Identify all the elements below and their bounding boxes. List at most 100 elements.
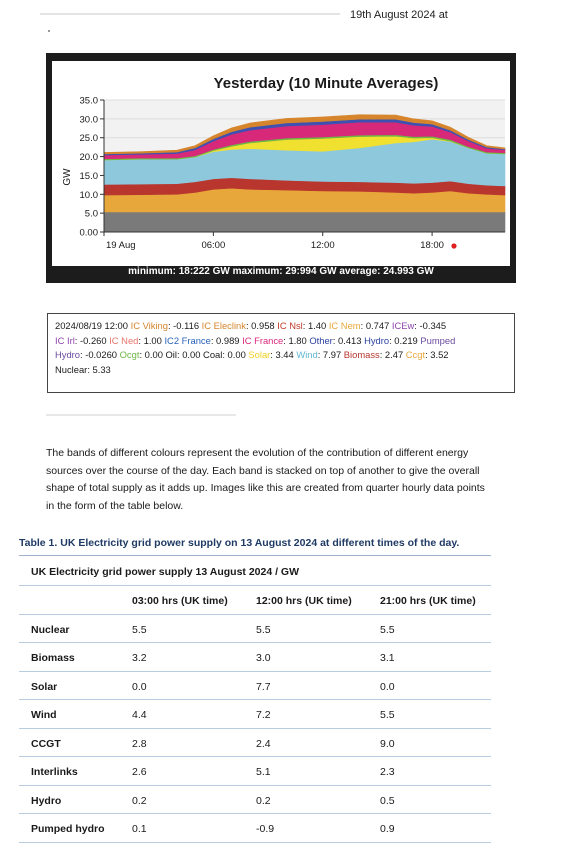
live-value-token: Hydro (55, 349, 81, 361)
table-row: Solar 0.0 7.7 0.0 (19, 672, 491, 700)
table-header-row: 03:00 hrs (UK time) 12:00 hrs (UK time) … (19, 586, 491, 615)
live-value-token: Ocgt (119, 349, 140, 361)
live-value-token: : 0.00 (139, 349, 166, 361)
x-tick-label: 06:00 (201, 240, 225, 251)
live-value-token: IC Irl (55, 334, 75, 346)
live-value-token: Coal (203, 349, 223, 361)
live-value-token: IC2 France (164, 334, 211, 346)
table-cell: 5.5 (256, 623, 271, 636)
live-value-token: : -0.116 (167, 320, 202, 331)
table-row: Pumped hydro 0.1 -0.9 0.9 (19, 814, 491, 843)
row-label: Nuclear (31, 623, 70, 636)
live-value-token: IC Ned (109, 334, 139, 346)
live-value-token: : 0.413 (332, 334, 365, 346)
live-values-line: 2024/08/19 12:00 IC Viking: -0.116 IC El… (55, 319, 507, 334)
live-value-token: Nuclear (55, 363, 88, 375)
table-cell: 3.2 (132, 652, 147, 664)
table-cell: 4.4 (132, 709, 147, 721)
live-values-line: Nuclear: 5.33 (55, 363, 507, 378)
live-value-token: Pumped (420, 334, 456, 346)
table-cell: 0.0 (132, 680, 147, 693)
live-value-token: : 1.40 (302, 320, 329, 331)
row-label: Hydro (31, 794, 62, 807)
live-value-token: IC Eleclink (201, 320, 246, 331)
live-value-token: : 1.00 (138, 334, 165, 346)
live-value-token: Solar (248, 349, 271, 361)
live-value-token: IC Nem (328, 320, 361, 331)
chart-title: Yesterday (10 Minute Averages) (214, 75, 439, 92)
table-divider (19, 555, 491, 556)
live-value-token: : 0.958 (245, 320, 278, 331)
faint-mark (48, 30, 50, 32)
y-tick-label: 10.0 (80, 190, 99, 201)
y-tick-label: 5.0 (85, 209, 98, 220)
y-tick-label: 25.0 (80, 133, 99, 144)
live-value-token: : 5.33 (87, 363, 111, 375)
live-value-token: 2024/08/19 12:00 (55, 320, 131, 331)
table-row: CCGT 2.8 2.4 9.0 (19, 729, 491, 757)
table-cell: 0.9 (380, 823, 395, 835)
live-value-token: : 0.219 (389, 334, 421, 346)
live-value-token: Other (309, 334, 333, 346)
table-cell: 0.5 (380, 794, 395, 807)
table-cell: 3.0 (256, 652, 271, 664)
table-caption: Table 1. UK Electricity grid power suppl… (19, 537, 460, 549)
live-value-token: Ccgt (405, 349, 426, 361)
table-row: Interlinks 2.6 5.1 2.3 (19, 757, 491, 786)
table-cell: 0.0 (380, 680, 395, 693)
y-tick-label: 15.0 (80, 171, 99, 182)
table-cell: 0.1 (132, 823, 147, 835)
live-value-token: : -0.0260 (80, 349, 120, 361)
live-value-token: : 7.97 (317, 349, 344, 361)
table-cell: 2.4 (256, 737, 271, 750)
live-value-token: IC Nsl (277, 320, 303, 331)
table-row: Hydro 0.2 0.2 0.5 (19, 786, 491, 814)
column-header: 03:00 hrs (UK time) (132, 595, 228, 607)
live-value-token: Hydro (364, 334, 390, 346)
live-value-token: : -0.345 (414, 320, 447, 331)
header-date-fragment: 19th August 2024 at (350, 9, 448, 21)
table-cell: 2.3 (380, 766, 395, 778)
table-cell: 7.7 (256, 680, 271, 693)
faint-caption-text (46, 414, 236, 416)
supply-chart-panel: Yesterday (10 Minute Averages) GW 35.0 30… (46, 53, 516, 283)
supply-table: UK Electricity grid power supply 13 Augu… (19, 558, 491, 843)
table-cell: 0.2 (132, 794, 147, 807)
table-cell: 5.5 (132, 623, 147, 636)
row-label: Interlinks (31, 766, 78, 778)
row-label: Pumped hydro (31, 823, 105, 835)
live-value-token: Biomass (343, 349, 380, 361)
live-values-line: Hydro: -0.0260 Ocgt: 0.00 Oil: 0.00 Coal… (55, 348, 507, 363)
y-tick-label: 20.0 (80, 152, 99, 163)
live-value-token: IC Viking (130, 320, 168, 331)
table-cell: 5.5 (380, 709, 395, 721)
explanation-paragraph: The bands of different colours represent… (46, 447, 485, 512)
live-value-token: : 0.00 (222, 349, 249, 361)
live-value-token: : 0.989 (210, 334, 243, 346)
table-row: Wind 4.4 7.2 5.5 (19, 700, 491, 729)
row-label: Wind (31, 709, 57, 721)
x-tick-label: 18:00 (420, 240, 444, 251)
live-value-token: : 0.747 (360, 320, 392, 331)
x-tick-label: 12:00 (311, 240, 335, 251)
chart-footer-stats: minimum: 18:222 GW maximum: 29:994 GW av… (128, 266, 434, 277)
y-tick-label: 30.0 (80, 114, 99, 125)
live-value-token: Oil (165, 349, 177, 361)
chart-y-label: GW (62, 168, 73, 186)
table-title: UK Electricity grid power supply 13 Augu… (19, 558, 491, 586)
y-tick-label: 0.00 (80, 228, 99, 239)
row-label: CCGT (31, 737, 61, 750)
live-value-token: IC France (242, 334, 284, 346)
live-value-token: : 2.47 (379, 349, 406, 361)
y-tick-label: 35.0 (80, 96, 99, 107)
live-value-token: : 0.00 (176, 349, 204, 361)
stacked-area-band (103, 114, 506, 155)
table-cell: 2.6 (132, 766, 147, 778)
current-time-marker (451, 243, 457, 249)
table-cell: 2.8 (132, 737, 147, 750)
table-row: Nuclear 5.5 5.5 5.5 (19, 615, 491, 643)
stacked-area-band (103, 211, 506, 233)
table-row: Biomass 3.2 3.0 3.1 (19, 643, 491, 672)
live-value-token: ICEw (391, 320, 415, 331)
live-value-token: : 3.52 (425, 349, 449, 361)
